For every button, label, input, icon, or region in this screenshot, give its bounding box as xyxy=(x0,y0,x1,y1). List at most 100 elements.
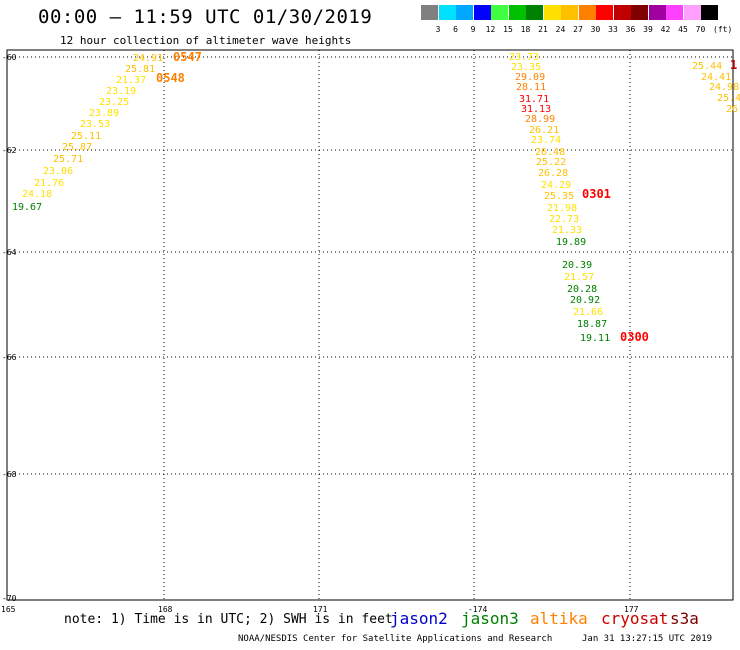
wave-height-label: 24.91 xyxy=(133,53,163,64)
wave-height-label: 25.22 xyxy=(536,157,566,168)
wave-height-label: 19.67 xyxy=(12,202,42,213)
legend-swatch xyxy=(596,5,613,20)
legend-swatch xyxy=(578,5,596,20)
legend-unit: (ft) xyxy=(713,25,733,34)
wave-height-label: 19.11 xyxy=(580,333,610,344)
legend-label: 39 xyxy=(643,25,653,34)
legend-label: 3 xyxy=(435,25,441,34)
latitude-label: -62 xyxy=(2,146,17,155)
wave-height-label: 21.66 xyxy=(573,307,603,318)
wave-height-label: 23.35 xyxy=(511,62,541,73)
legend-swatch xyxy=(701,5,718,20)
wave-height-label: 20.92 xyxy=(570,295,600,306)
legend-label: 42 xyxy=(660,25,671,34)
latitude-label: -60 xyxy=(2,53,17,62)
legend-label: 24 xyxy=(555,25,566,34)
wave-height-label: 28.99 xyxy=(525,114,555,125)
page-subtitle: 12 hour collection of altimeter wave hei… xyxy=(60,34,352,47)
wave-height-label: 24.18 xyxy=(22,189,52,200)
credit-line: NOAA/NESDIS Center for Satellite Applica… xyxy=(238,634,553,644)
longitude-label: 177 xyxy=(624,605,639,614)
wave-height-label: 23.19 xyxy=(106,86,136,97)
legend-swatch xyxy=(421,5,438,20)
wave-height-label: 23.25 xyxy=(99,97,129,108)
wave-height-label: 21.57 xyxy=(564,272,594,283)
wave-height-label: 18.87 xyxy=(577,319,607,330)
latitude-label: -66 xyxy=(2,353,17,362)
longitude-label: 171 xyxy=(313,605,328,614)
wave-height-label: 20.28 xyxy=(567,284,597,295)
legend-swatch xyxy=(543,5,561,20)
legend-label: 6 xyxy=(453,25,458,34)
wave-height-label: 25.11 xyxy=(71,131,101,142)
wave-height-label: 26 xyxy=(726,104,738,115)
wave-height-label: 26.28 xyxy=(538,168,568,179)
wave-height-label: 25.71 xyxy=(53,154,83,165)
legend-label: 18 xyxy=(520,25,531,34)
legend-swatch xyxy=(456,5,473,20)
wave-height-label: 31.71 xyxy=(519,94,549,105)
mission-label-altika: altika xyxy=(530,609,588,628)
wave-height-label: 21.98 xyxy=(547,203,577,214)
wave-height-label: 23.53 xyxy=(80,119,110,130)
wave-height-label: 25.44 xyxy=(692,61,722,72)
mission-label-cryosat: cryosat xyxy=(601,609,669,628)
legend-label: 27 xyxy=(573,25,583,34)
wave-height-label: 20.39 xyxy=(562,260,592,271)
wave-height-label: 19.89 xyxy=(556,237,586,248)
wave-height-label: 21.37 xyxy=(116,75,146,86)
legend-swatch xyxy=(683,5,701,20)
pass-time-label: 0548 xyxy=(156,71,185,85)
legend-label: 30 xyxy=(590,25,601,34)
latitude-label: -68 xyxy=(2,470,17,479)
wave-height-label: 24.41 xyxy=(701,72,731,83)
legend-label: 45 xyxy=(678,25,688,34)
latitude-label: -64 xyxy=(2,248,17,257)
pass-time-label: 0547 xyxy=(173,50,202,64)
pass-time-label: 0301 xyxy=(582,187,611,201)
wave-height-label: 24.29 xyxy=(541,180,571,191)
wave-height-label: 26.21 xyxy=(529,125,559,136)
wave-height-label: 31.13 xyxy=(521,104,551,115)
page-title: 00:00 – 11:59 UTC 01/30/2019 xyxy=(38,6,373,28)
legend-swatch xyxy=(648,5,666,20)
legend-label: 12 xyxy=(485,25,496,34)
wave-height-label: 25.4 xyxy=(717,93,740,104)
pass-time-label: 0300 xyxy=(620,330,649,344)
longitude-label: -174 xyxy=(468,605,487,614)
legend-label: 15 xyxy=(503,25,513,34)
generated-timestamp: Jan 31 13:27:15 UTC 2019 xyxy=(582,634,713,644)
legend-swatch xyxy=(666,5,683,20)
pass-time-label: 1 xyxy=(730,58,737,72)
legend-swatch xyxy=(438,5,456,20)
legend-label: 33 xyxy=(608,25,618,34)
wave-height-label: 29.09 xyxy=(515,72,545,83)
longitude-label: 165 xyxy=(1,605,16,614)
wave-height-label: 21.33 xyxy=(552,225,582,236)
wave-height-label: 23.74 xyxy=(531,135,561,146)
mission-label-jason2: jason2 xyxy=(390,609,448,628)
wave-height-label: 28.11 xyxy=(516,82,546,93)
legend-swatch xyxy=(508,5,526,20)
wave-height-label: 23.73 xyxy=(509,52,539,63)
wave-height-label: 21.76 xyxy=(34,178,64,189)
legend-swatch xyxy=(473,5,491,20)
map-frame xyxy=(6,49,734,601)
wave-height-label: 25.87 xyxy=(62,142,92,153)
legend-label: 21 xyxy=(538,25,548,34)
legend-label: 70 xyxy=(695,25,706,34)
mission-label-s3a: s3a xyxy=(670,609,699,628)
wave-height-label: 25.35 xyxy=(544,191,574,202)
units-note: note: 1) Time is in UTC; 2) SWH is in fe… xyxy=(64,612,393,627)
longitude-label: 168 xyxy=(158,605,173,614)
wave-height-label: 23.06 xyxy=(43,166,73,177)
legend-label: 36 xyxy=(625,25,636,34)
legend-swatch xyxy=(526,5,543,20)
wave-height-label: 23.89 xyxy=(89,108,119,119)
legend-swatch xyxy=(631,5,648,20)
legend-swatch xyxy=(491,5,508,20)
wave-height-label: 26.48 xyxy=(535,147,565,158)
legend-swatch xyxy=(613,5,631,20)
latitude-label: -70 xyxy=(2,594,17,603)
